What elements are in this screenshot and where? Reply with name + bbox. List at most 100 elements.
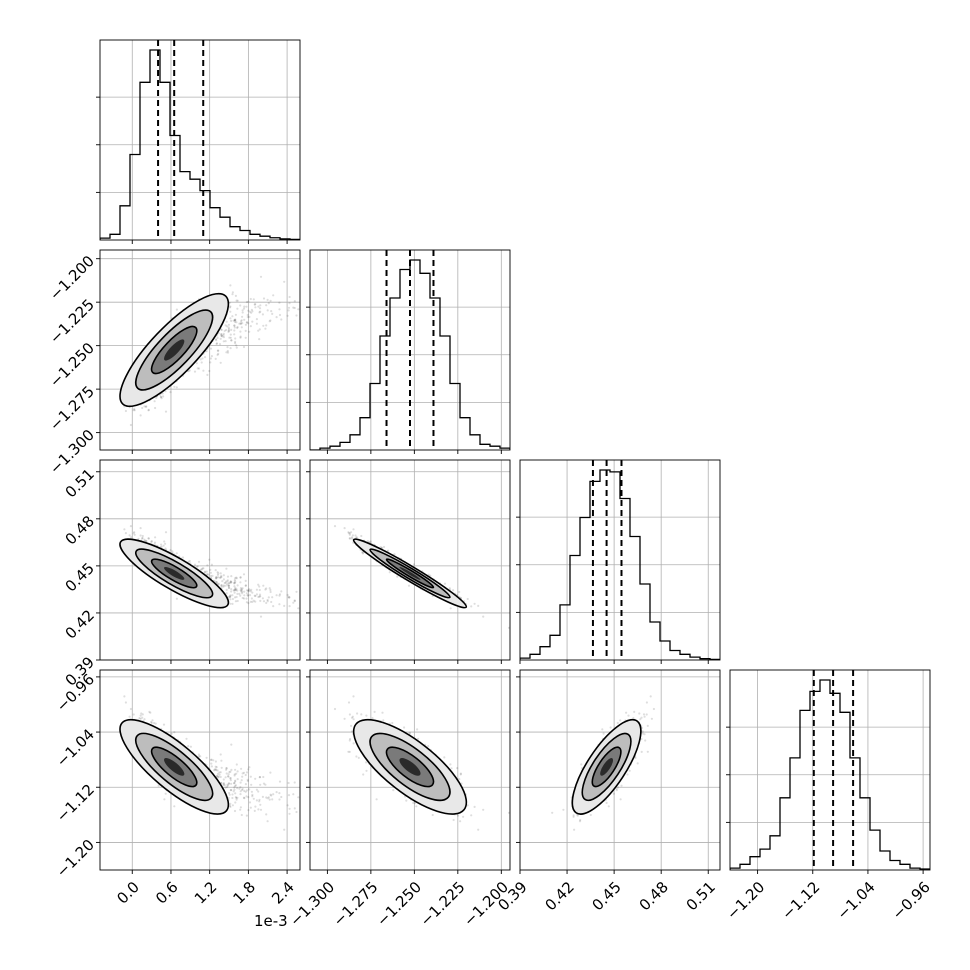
sample-point-1-0-337 <box>233 318 236 322</box>
panel-frame-2-0 <box>99 459 301 661</box>
sample-point-2-1-489 <box>396 575 399 578</box>
sample-point-2-1-166 <box>361 551 364 554</box>
sample-point-2-0-284 <box>229 580 232 583</box>
sample-point-2-0-207 <box>242 597 246 600</box>
sample-point-3-0-119 <box>245 771 249 774</box>
contour-1-0-2 <box>150 325 198 375</box>
sample-point-2-0-1276 <box>206 573 209 576</box>
sample-point-3-0-73 <box>138 717 141 720</box>
sample-point-2-0-186 <box>262 584 265 587</box>
sample-point-1-0-351 <box>233 324 236 327</box>
sample-point-2-0-1055 <box>164 547 167 550</box>
sample-point-2-0-1458 <box>241 590 244 593</box>
sample-point-2-1-317 <box>348 532 351 535</box>
sample-point-2-0-119 <box>245 589 249 592</box>
panel-2-0: 0.390.420.450.480.51 <box>62 459 301 690</box>
sample-point-1-0-631 <box>196 367 199 370</box>
sample-point-2-1-221 <box>477 604 480 607</box>
sample-point-2-0-390 <box>248 589 251 592</box>
sample-point-2-0-299 <box>171 550 174 553</box>
panel-frame-1-1 <box>309 249 511 451</box>
sample-point-2-0-539 <box>220 585 223 588</box>
sample-point-2-0-1186 <box>203 571 206 574</box>
sample-point-2-0-763 <box>239 576 242 579</box>
sample-point-3-0-241 <box>255 788 258 791</box>
sample-point-2-0-1165 <box>231 602 234 605</box>
sample-point-1-0-450 <box>261 313 264 316</box>
panel-frame-2-2 <box>519 459 721 661</box>
sample-point-2-0-1076 <box>264 588 267 591</box>
sample-point-1-0-2 <box>228 306 232 309</box>
sample-point-2-0-223 <box>254 600 257 603</box>
sample-point-1-0-437 <box>226 351 230 354</box>
sample-point-1-0-888 <box>227 326 230 329</box>
sample-point-1-0-63 <box>225 328 228 332</box>
sample-point-3-0-174 <box>210 765 213 768</box>
sample-point-2-1-1152 <box>449 607 452 610</box>
sample-point-1-0-210 <box>159 396 162 399</box>
sample-point-2-0-1302 <box>150 540 153 543</box>
sample-point-1-0-1129 <box>205 350 208 353</box>
sample-point-2-0-149 <box>278 594 281 597</box>
sample-point-2-0-856 <box>124 532 127 535</box>
sample-point-2-0-173 <box>220 575 223 579</box>
sample-point-2-0-1190 <box>216 573 219 576</box>
sample-point-2-0-831 <box>226 579 229 582</box>
sample-point-2-0-748 <box>257 583 260 586</box>
sample-point-2-0-129 <box>231 597 234 601</box>
sample-point-3-0-186 <box>262 775 265 779</box>
sample-point-1-0-1076 <box>264 327 267 330</box>
sample-point-2-1-959 <box>448 587 451 590</box>
sample-point-1-0-833 <box>225 320 228 323</box>
sample-point-3-0-223 <box>254 777 257 780</box>
sample-point-2-0-177 <box>229 580 232 583</box>
sample-point-2-0-969 <box>225 567 228 570</box>
sample-point-3-0-220 <box>239 808 242 811</box>
sample-point-2-0-768 <box>233 581 236 584</box>
sample-point-3-0-89 <box>163 798 166 801</box>
sample-point-1-0-207 <box>242 307 246 310</box>
sample-point-1-0-448 <box>288 302 291 305</box>
sample-point-2-0-1000 <box>160 545 163 548</box>
sample-point-3-0-15 <box>218 771 221 774</box>
sample-point-2-1-1460 <box>388 571 391 574</box>
sample-point-1-0-1422 <box>259 275 263 278</box>
sample-point-1-0-1251 <box>248 310 252 313</box>
sample-point-1-0-824 <box>220 333 223 336</box>
sample-point-1-0-255 <box>173 385 176 388</box>
sample-point-2-0-1272 <box>288 605 291 608</box>
sample-point-2-0-490 <box>128 534 131 537</box>
sample-point-1-0-670 <box>243 318 246 321</box>
density-fill-1-0-3 <box>164 339 185 361</box>
sample-point-1-0-701 <box>240 326 243 329</box>
sample-point-1-0-401 <box>287 306 291 309</box>
sample-point-2-0-562 <box>224 581 227 584</box>
sample-point-2-0-948 <box>154 536 157 539</box>
sample-point-2-1-1231 <box>352 528 355 531</box>
sample-point-1-0-933 <box>250 311 253 314</box>
sample-point-2-1-490 <box>351 534 354 537</box>
sample-point-1-0-1384 <box>229 310 232 313</box>
sample-point-2-1-946 <box>393 553 396 556</box>
ytick-label-2-4: 0.51 <box>62 465 98 501</box>
sample-point-1-0-191 <box>208 369 211 373</box>
sample-point-3-0-127 <box>300 792 302 794</box>
sample-point-2-0-864 <box>197 560 201 563</box>
sample-point-2-0-985 <box>227 586 230 590</box>
sample-point-1-0-1436 <box>169 391 172 394</box>
sample-point-1-0-36 <box>229 333 232 336</box>
sample-point-1-0-613 <box>247 309 250 312</box>
sample-point-1-0-709 <box>257 305 260 308</box>
sample-point-2-0-682 <box>271 596 274 599</box>
ytick-label-1-2: −1.250 <box>46 339 98 391</box>
sample-point-1-0-1011 <box>215 342 218 345</box>
sample-point-1-0-1297 <box>248 330 251 333</box>
sample-point-1-0-905 <box>286 314 289 317</box>
sample-point-2-0-885 <box>236 592 239 595</box>
sample-point-2-1-1290 <box>452 589 455 592</box>
sample-point-1-0-1335 <box>249 325 252 328</box>
sample-point-3-0-276 <box>278 792 281 795</box>
sample-point-1-0-166 <box>155 396 158 399</box>
sample-point-2-0-477 <box>143 538 146 541</box>
sample-point-2-0-894 <box>175 597 178 600</box>
